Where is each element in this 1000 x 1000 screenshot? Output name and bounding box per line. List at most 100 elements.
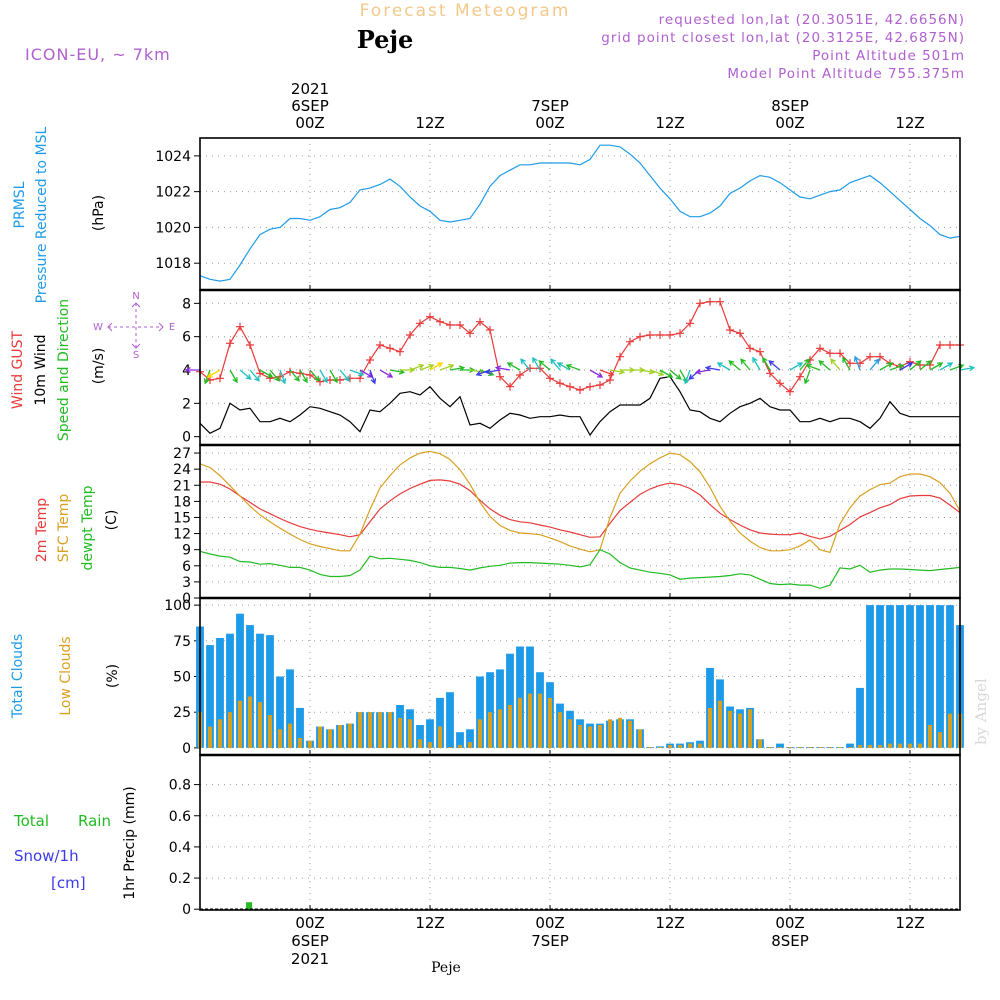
- y-tick-label: 3: [182, 575, 191, 591]
- total-clouds-bar: [916, 605, 924, 748]
- total-clouds-bar: [466, 729, 474, 748]
- wind-direction-arrow: [269, 369, 280, 382]
- gust-marker: [316, 377, 324, 386]
- y-tick-label: 1022: [155, 185, 191, 201]
- gust-marker: [456, 321, 464, 329]
- chart-title: Forecast Meteogram: [360, 1, 571, 21]
- low-clouds-bar: [788, 747, 792, 748]
- gust-marker: [646, 331, 654, 339]
- gust-marker: [746, 344, 754, 353]
- gust-marker: [756, 347, 764, 356]
- wind-direction-arrow: [929, 362, 944, 371]
- total-clouds-bar: [876, 605, 884, 748]
- gust-marker: [936, 341, 944, 349]
- gust-marker: [546, 374, 554, 383]
- y-tick-label: 100: [164, 598, 191, 614]
- wind-unit: (m/s): [91, 348, 107, 385]
- total-clouds-bar: [276, 676, 284, 748]
- low-clouds-bar: [548, 697, 552, 748]
- y-tick-label: 0: [182, 430, 191, 446]
- total-clouds-bar: [856, 687, 864, 748]
- gust-marker: [946, 341, 954, 349]
- y-tick-label: 0: [182, 741, 191, 757]
- y-tick-label: 0.6: [169, 809, 191, 825]
- low-clouds-bar: [918, 743, 922, 748]
- gust-marker: [826, 349, 834, 358]
- low-clouds-bar: [638, 729, 642, 748]
- watermark: by Angel: [972, 678, 990, 745]
- location-title: Peje: [357, 25, 414, 54]
- low-clouds-bar: [898, 743, 902, 748]
- gust-marker: [766, 369, 774, 378]
- wind-direction-arrow: [919, 360, 932, 371]
- pressure-label-1: PRMSL: [12, 181, 28, 228]
- bottom-time-label: 7SEP: [531, 932, 569, 950]
- wind-direction-arrow: [339, 369, 350, 382]
- gust-marker: [516, 371, 524, 379]
- low-clouds-bar: [488, 712, 492, 748]
- wind-direction-arrow: [506, 362, 521, 371]
- total-clouds-bar: [906, 605, 914, 748]
- bottom-time-label: 12Z: [655, 914, 684, 932]
- bottom-time-label: 2021: [291, 950, 329, 968]
- wind-direction-arrow: [369, 369, 377, 385]
- wind-direction-arrow: [532, 356, 541, 371]
- y-tick-label: 1020: [155, 220, 191, 236]
- compass-w: W: [93, 322, 103, 333]
- wind-direction-arrow: [669, 369, 682, 380]
- temp-dewpt-label: dewpt Temp: [80, 485, 96, 570]
- low-clouds-bar: [398, 717, 402, 748]
- total-clouds-bar: [216, 638, 224, 748]
- total-clouds-bar: [486, 672, 494, 748]
- wind-direction-arrow: [484, 368, 501, 375]
- wind-direction-arrow: [229, 369, 238, 384]
- low-clouds-bar: [438, 726, 442, 748]
- wind-direction-arrow: [249, 369, 260, 382]
- low-clouds-bar: [388, 712, 392, 748]
- compass-n: N: [132, 291, 139, 302]
- low-clouds-bar: [588, 726, 592, 748]
- y-tick-label: 18: [173, 494, 191, 510]
- low-clouds-bar: [258, 702, 262, 748]
- wind-direction-arrow: [889, 363, 905, 371]
- footer-location: Peje: [431, 960, 461, 976]
- wind-direction-arrow: [239, 369, 252, 380]
- total-clouds-bar: [936, 605, 944, 748]
- prmsl-line: [199, 144, 961, 282]
- low-clouds-bar: [538, 693, 542, 748]
- total-clouds-bar: [776, 743, 784, 748]
- y-tick-label: 6: [182, 559, 191, 575]
- low-clouds-bar: [678, 745, 682, 748]
- total-clouds-bar: [706, 667, 714, 748]
- bottom-time-label: 00Z: [535, 914, 564, 932]
- wind-direction-arrow: [716, 362, 731, 371]
- gust-marker: [716, 297, 724, 306]
- top-time-label: 2021: [291, 80, 329, 98]
- snow-label: Snow/1h: [14, 847, 79, 865]
- total-clouds-bar: [846, 743, 854, 748]
- total-clouds-bar: [506, 653, 514, 748]
- low-clouds-bar: [578, 725, 582, 748]
- low-clouds-bar: [348, 723, 352, 748]
- wind-direction-arrow: [818, 360, 831, 371]
- total-clouds-bar: [946, 605, 954, 748]
- wind-direction-arrow: [803, 369, 811, 385]
- wind-10m-label: 10m Wind: [33, 334, 49, 405]
- top-time-label: 6SEP: [291, 97, 329, 115]
- wind-direction-arrow: [184, 367, 200, 373]
- low-clouds-bar: [478, 719, 482, 748]
- low-clouds-bar: [358, 712, 362, 748]
- wind-direction-label: Speed and Direction: [56, 299, 72, 441]
- gust-marker: [436, 317, 444, 326]
- top-time-label: 7SEP: [531, 97, 569, 115]
- panel-frame: [199, 137, 961, 291]
- low-clouds-bar: [688, 743, 692, 748]
- total-clouds-bar: [896, 605, 904, 748]
- model-altitude: Model Point Altitude 755.375m: [727, 66, 965, 82]
- wind-direction-arrow: [683, 369, 691, 385]
- wind-direction-arrow: [419, 363, 435, 371]
- low-clouds-bar: [498, 709, 502, 748]
- bottom-time-label: 12Z: [895, 914, 924, 932]
